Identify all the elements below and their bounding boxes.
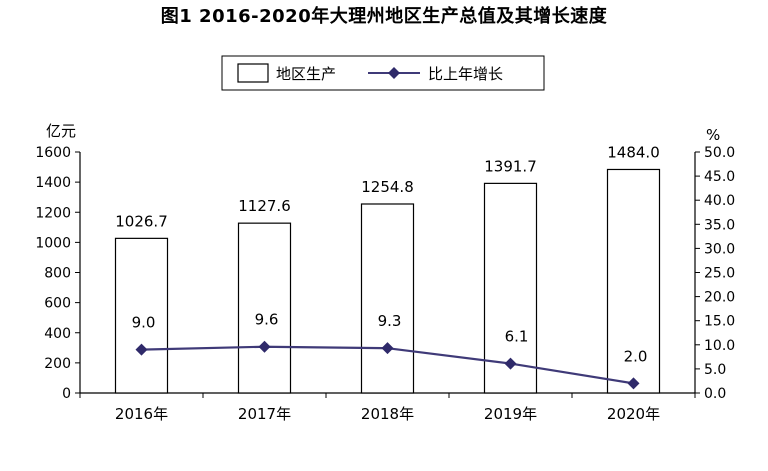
right-axis-tick-label: 35.0 xyxy=(704,217,735,233)
left-axis-tick-label: 1400 xyxy=(35,175,71,191)
bar-data-label: 1127.6 xyxy=(238,197,291,215)
right-axis-tick-label: 50.0 xyxy=(704,145,735,161)
bar-data-label: 1026.7 xyxy=(115,212,168,230)
left-axis-tick-label: 200 xyxy=(44,356,71,372)
left-axis-tick-label: 800 xyxy=(44,266,71,282)
bar xyxy=(606,168,661,394)
x-axis-tick-label: 2017年 xyxy=(238,405,291,423)
line-data-label: 9.3 xyxy=(378,312,402,330)
bar-data-label: 1484.0 xyxy=(607,143,660,161)
left-axis-tick-label: 1600 xyxy=(35,145,71,161)
right-axis-tick-label: 25.0 xyxy=(704,266,735,282)
line-data-label: 2.0 xyxy=(624,347,648,365)
bar-data-label: 1391.7 xyxy=(484,157,537,175)
legend-bar-swatch xyxy=(237,63,269,83)
x-axis-tick-label: 2016年 xyxy=(115,405,168,423)
legend-line-label: 比上年增长 xyxy=(428,65,503,83)
left-axis-tick-label: 0 xyxy=(62,386,71,402)
legend-line-marker xyxy=(388,67,400,79)
bar xyxy=(114,237,169,394)
chart-title: 图1 2016-2020年大理州地区生产总值及其增长速度 xyxy=(160,6,608,27)
right-axis-tick-label: 5.0 xyxy=(704,362,726,378)
right-axis-tick-label: 40.0 xyxy=(704,193,735,209)
line-data-label: 9.0 xyxy=(132,314,156,332)
right-axis-tick-label: 20.0 xyxy=(704,290,735,306)
line-point xyxy=(381,342,394,355)
x-axis-tick-label: 2020年 xyxy=(607,405,660,423)
left-axis-tick-label: 600 xyxy=(44,296,71,312)
bar xyxy=(360,203,415,394)
line-data-label: 9.6 xyxy=(255,311,279,329)
line-point xyxy=(627,377,640,390)
right-axis-tick-label: 45.0 xyxy=(704,169,735,185)
left-axis-unit: 亿元 xyxy=(46,122,76,140)
right-axis-tick-label: 10.0 xyxy=(704,338,735,354)
x-axis-tick-label: 2019年 xyxy=(484,405,537,423)
right-axis-unit: % xyxy=(706,126,720,144)
line-data-label: 6.1 xyxy=(505,328,529,346)
line-point xyxy=(504,357,517,370)
left-axis-tick-label: 1200 xyxy=(35,205,71,221)
right-axis-tick-label: 0.0 xyxy=(704,386,726,402)
line-point xyxy=(258,340,271,353)
left-axis-tick-label: 1000 xyxy=(35,235,71,251)
line-point xyxy=(135,343,148,356)
legend-bar-label: 地区生产 xyxy=(276,65,336,83)
left-axis-tick-label: 400 xyxy=(44,326,71,342)
bar xyxy=(237,222,292,394)
bar-data-label: 1254.8 xyxy=(361,178,414,196)
right-axis-tick-label: 30.0 xyxy=(704,241,735,257)
right-axis-tick-label: 15.0 xyxy=(704,314,735,330)
x-axis-tick-label: 2018年 xyxy=(361,405,414,423)
